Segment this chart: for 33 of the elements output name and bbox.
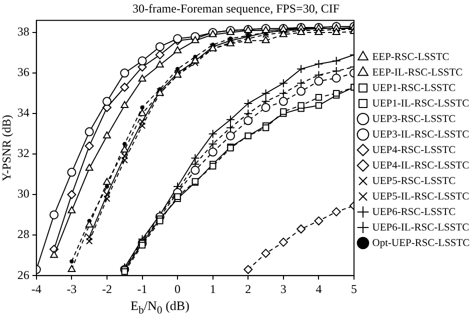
legend-label: UEP1-RSC-LSSTC — [372, 82, 456, 94]
legend-label: UEP5-RSC-LSSTC — [372, 176, 456, 187]
x-tick-label: 2 — [245, 282, 252, 296]
x-tick-label: -3 — [66, 282, 77, 296]
legend-label: UEP5-IL-RSC-LSSTC — [372, 191, 470, 202]
x-tick-label: -2 — [102, 282, 112, 296]
legend-label: Opt-UEP-RSC-LSSTC — [372, 238, 470, 249]
y-tick-label: 32 — [17, 146, 30, 160]
legend-label: UEP3-IL-RSC-LSSTC — [372, 129, 470, 140]
y-tick-label: 36 — [17, 65, 30, 80]
x-axis-title: E$_{b}$/N$_{0}$ (dB) — [130, 298, 190, 317]
x-tick-label: 4 — [316, 282, 322, 296]
legend-label: UEP1-IL-RSC-LSSTC — [372, 98, 470, 110]
legend-label: EEP-RSC-LSSTC — [372, 52, 450, 63]
x-tick-label: 3 — [280, 282, 286, 296]
legend-label: UEP6-IL-RSC-LSSTC — [372, 222, 470, 234]
x-tick-label: 1 — [210, 282, 216, 296]
legend-label: UEP3-RSC-LSSTC — [372, 114, 456, 125]
y-tick-label: 30 — [17, 186, 30, 201]
x-tick-label: -4 — [31, 282, 42, 296]
x-tick-label: 0 — [174, 282, 181, 296]
legend-label: UEP4-IL-RSC-LSSTC — [372, 160, 470, 172]
y-tick-label: 28 — [17, 227, 30, 242]
y-tick-label: 34 — [17, 106, 30, 120]
legend-label: UEP4-RSC-LSSTC — [372, 144, 456, 156]
y-axis-title: Y-PSNR (dB) — [0, 114, 14, 182]
legend-label: EEP-IL-RSC-LSSTC — [372, 67, 463, 78]
y-tick-label: 38 — [17, 24, 30, 39]
chart-title: 30-frame-Foreman sequence, FPS=30, CIF — [132, 1, 340, 16]
y-tick-label: 26 — [17, 268, 30, 282]
x-tick-label: 5 — [351, 282, 357, 296]
x-tick-label: -1 — [137, 282, 148, 296]
legend-label: UEP6-RSC-LSSTC — [372, 206, 456, 218]
